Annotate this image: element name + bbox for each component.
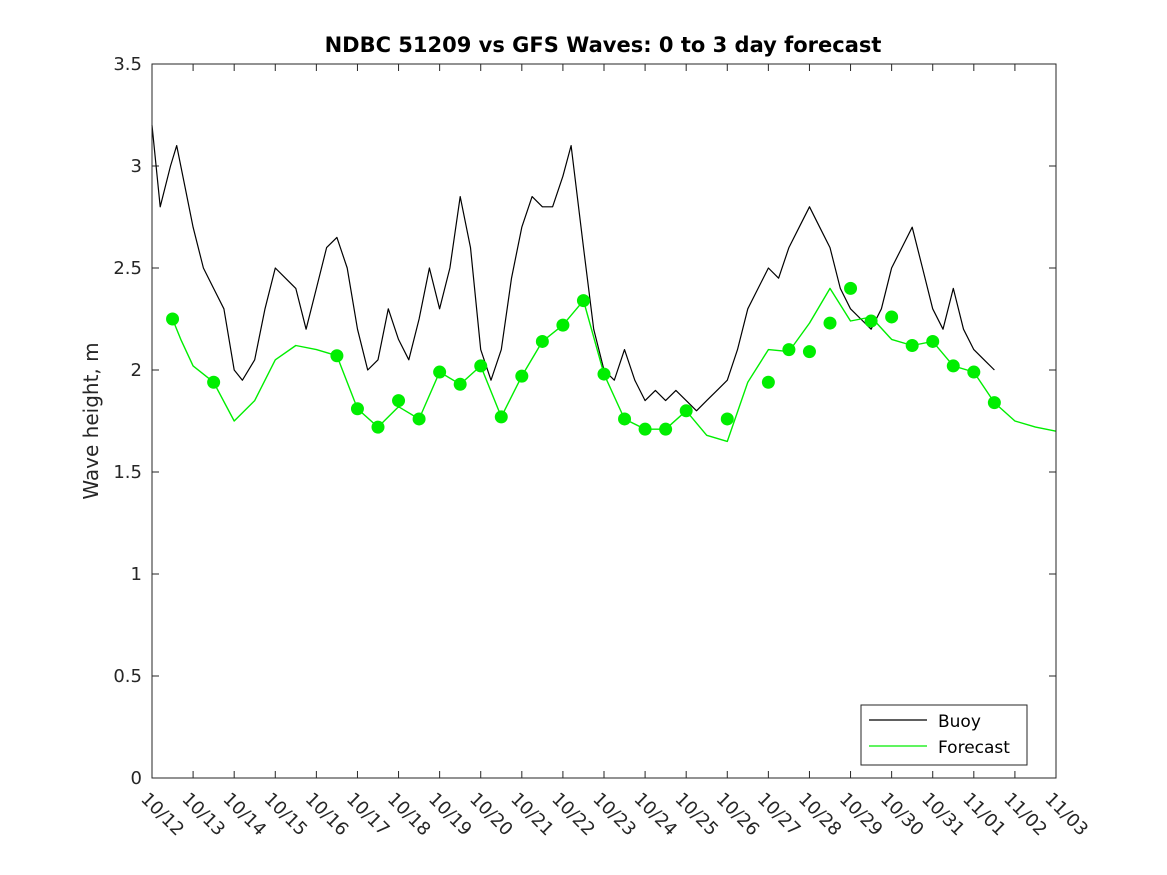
forecast-marker [207,375,221,389]
forecast-marker [679,404,693,418]
forecast-marker [433,365,447,379]
forecast-marker [987,396,1001,410]
legend-box [860,704,1028,766]
y-tick-label: 0.5 [113,666,142,687]
forecast-marker [638,422,652,436]
forecast-markers [166,281,1001,436]
plot-area [152,64,1056,778]
forecast-marker [761,375,775,389]
forecast-marker [823,316,837,330]
y-tick-label: 2 [131,360,142,381]
forecast-marker [576,294,590,308]
forecast-marker [782,343,796,357]
forecast-marker [371,420,385,434]
plot-frame [151,63,1057,779]
forecast-marker [392,394,406,408]
forecast-marker [720,412,734,426]
chart-title: NDBC 51209 vs GFS Waves: 0 to 3 day fore… [325,33,882,57]
legend: Buoy Forecast [860,704,1028,766]
forecast-marker [885,310,899,324]
y-tick-label: 1 [131,564,142,585]
y-tick-label: 0 [131,768,142,789]
forecast-marker [412,412,426,426]
forecast-marker [905,339,919,353]
forecast-marker [844,281,858,295]
axis-ticks [151,63,1057,779]
forecast-marker [802,345,816,359]
forecast-marker [864,314,878,328]
forecast-marker [659,422,673,436]
forecast-marker [946,359,960,373]
forecast-marker [474,359,488,373]
forecast-marker [597,367,611,381]
forecast-marker [330,349,344,363]
forecast-marker [494,410,508,424]
y-tick-labels: 0 0.5 1 1.5 2 2.5 3 3.5 [113,54,142,789]
y-tick-label: 3.5 [113,54,142,75]
legend-forecast-label: Forecast [938,738,1010,758]
forecast-marker [967,365,981,379]
forecast-marker [618,412,632,426]
y-axis-label: Wave height, m [79,342,103,499]
forecast-marker [453,377,467,391]
forecast-marker [166,312,180,326]
y-tick-label: 1.5 [113,462,142,483]
y-tick-label: 2.5 [113,258,142,279]
forecast-marker [515,369,529,383]
legend-buoy-label: Buoy [938,712,981,732]
y-tick-label: 3 [131,156,142,177]
forecast-marker [350,402,364,416]
forecast-marker [926,334,940,348]
forecast-marker [535,334,549,348]
forecast-marker [556,318,570,332]
series-line-buoy [151,125,995,412]
